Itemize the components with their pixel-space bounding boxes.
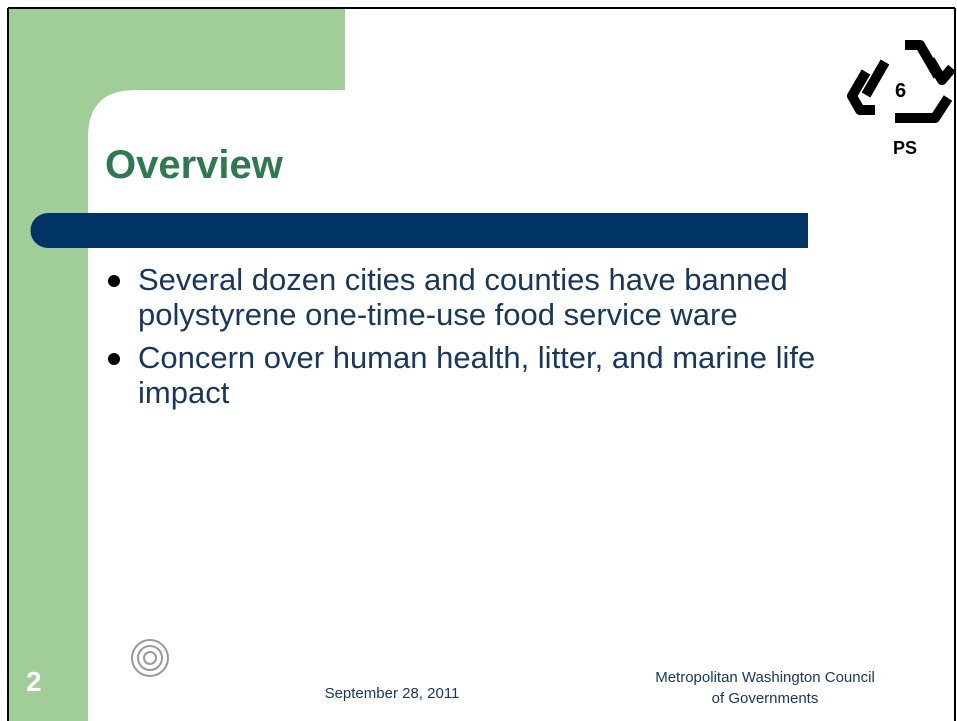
title-rule [30, 213, 809, 248]
organization-line: of Governments [711, 690, 819, 707]
footer-organization: Metropolitan Washington Council of Govern… [610, 667, 920, 709]
recycling-number: 6 [895, 80, 907, 102]
corner [88, 90, 135, 137]
recycle-symbol [847, 40, 956, 123]
bullet: Several dozen cities and counties have b… [108, 262, 828, 332]
slide-title: Overview [105, 143, 283, 187]
bullet: Concern over human health, litter, and m… [108, 340, 828, 410]
recycling-label: PS [893, 138, 918, 158]
footer-date: September 28, 2011 [324, 685, 460, 702]
organization-line: Metropolitan Washington Council [655, 669, 875, 686]
slide-number: 2 [26, 666, 42, 697]
left-band [8, 8, 88, 721]
bullet-list: Several dozen cities and counties have b… [108, 262, 828, 418]
logo [131, 639, 169, 677]
top-band [8, 8, 345, 90]
